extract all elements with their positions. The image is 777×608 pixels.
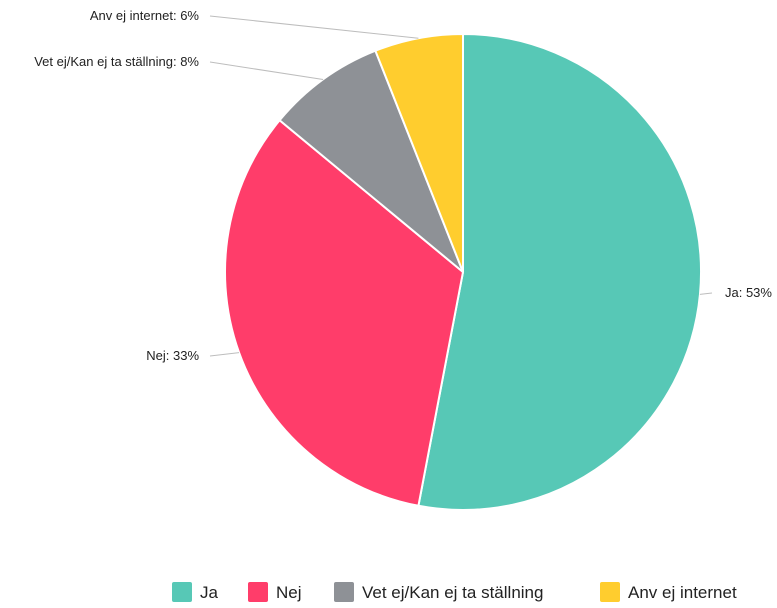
label-leader-lines [209,15,713,357]
pie-slice-vet-ej-kan-ej-ta-st-llning[interactable] [278,49,464,273]
legend-swatch-vet-ej-kan-ej-ta-st-llning [334,582,354,602]
data-labels: Ja: 53% Nej: 33% Vet ej/Kan ej ta ställnin… [34,8,772,363]
leader-line-nej [209,352,240,357]
legend-item-anv-ej-internet[interactable]: Anv ej internet [600,582,737,602]
pie-slice-nej[interactable] [224,118,465,507]
leader-line-vet-ej-kan-ej-ta-st-llning [209,61,324,80]
legend-item-vet-ej-kan-ej-ta-st-llning[interactable]: Vet ej/Kan ej ta ställning [334,582,543,602]
legend-item-ja[interactable]: Ja [172,582,219,602]
legend-label-vet-ej-kan-ej-ta-st-llning: Vet ej/Kan ej ta ställning [362,583,543,602]
data-label-ja: Ja: 53% [725,285,772,300]
legend-swatch-ja [172,582,192,602]
legend-label-ja: Ja [200,583,219,602]
legend-swatch-anv-ej-internet [600,582,620,602]
data-label-anv-ej-internet: Anv ej internet: 6% [90,8,200,23]
legend-label-anv-ej-internet: Anv ej internet [628,583,737,602]
legend-swatch-nej [248,582,268,602]
data-label-vet-ej-kan-ej-ta-st-llning: Vet ej/Kan ej ta ställning: 8% [34,54,199,69]
leader-line-anv-ej-internet [209,15,419,39]
leader-line-ja [699,292,713,295]
legend-item-nej[interactable]: Nej [248,582,302,602]
data-label-nej: Nej: 33% [146,348,199,363]
legend-label-nej: Nej [276,583,302,602]
pie-slices [224,32,702,511]
legend: Ja Nej Vet ej/Kan ej ta ställning Anv ej in… [172,582,737,602]
pie-slice-anv-ej-internet[interactable] [374,32,464,273]
